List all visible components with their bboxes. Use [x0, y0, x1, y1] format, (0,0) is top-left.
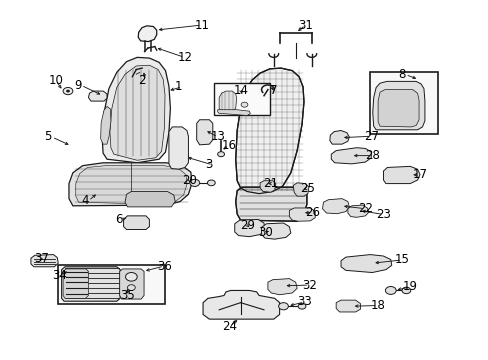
Text: 5: 5 [44, 130, 52, 144]
Circle shape [298, 303, 305, 309]
Polygon shape [234, 220, 264, 237]
Polygon shape [138, 26, 157, 41]
Text: 37: 37 [34, 252, 49, 265]
Text: 13: 13 [210, 130, 225, 144]
Polygon shape [88, 91, 107, 101]
Polygon shape [101, 107, 111, 144]
Text: 24: 24 [222, 320, 237, 333]
Polygon shape [125, 192, 175, 207]
Text: 29: 29 [240, 219, 255, 233]
Polygon shape [217, 110, 250, 116]
Circle shape [189, 179, 199, 186]
Text: 2: 2 [138, 74, 145, 87]
Text: 16: 16 [221, 139, 236, 152]
Polygon shape [260, 181, 275, 192]
Text: 27: 27 [363, 130, 378, 143]
Polygon shape [31, 255, 58, 267]
Polygon shape [329, 131, 348, 144]
Text: 4: 4 [81, 194, 88, 207]
Text: 10: 10 [48, 74, 63, 87]
Polygon shape [63, 269, 88, 298]
Bar [214, 83, 270, 115]
Text: 6: 6 [115, 213, 122, 226]
Text: 30: 30 [258, 226, 272, 239]
Text: 9: 9 [74, 79, 81, 92]
Text: 35: 35 [120, 289, 135, 302]
Polygon shape [120, 269, 144, 299]
Text: 32: 32 [302, 279, 316, 292]
Polygon shape [219, 91, 236, 111]
Polygon shape [203, 291, 279, 319]
Text: 8: 8 [397, 68, 405, 81]
Polygon shape [123, 216, 149, 229]
Text: 22: 22 [357, 202, 372, 215]
Text: 12: 12 [177, 51, 192, 64]
Text: 1: 1 [174, 80, 182, 93]
Text: 7: 7 [269, 84, 277, 97]
Polygon shape [377, 90, 418, 127]
Text: 36: 36 [157, 260, 171, 273]
Circle shape [66, 90, 69, 92]
Polygon shape [335, 300, 360, 312]
Text: 26: 26 [305, 206, 320, 219]
Circle shape [385, 287, 395, 294]
Text: 17: 17 [412, 168, 427, 181]
Polygon shape [168, 127, 188, 169]
Circle shape [278, 303, 288, 310]
Polygon shape [110, 65, 164, 160]
Circle shape [63, 87, 73, 95]
Text: 15: 15 [394, 253, 409, 266]
Text: 14: 14 [233, 84, 248, 97]
Text: 25: 25 [300, 182, 315, 195]
Text: 33: 33 [297, 296, 311, 309]
Polygon shape [76, 166, 186, 204]
Polygon shape [330, 148, 370, 164]
Text: 19: 19 [402, 280, 417, 293]
Circle shape [217, 152, 224, 157]
Polygon shape [235, 68, 304, 194]
Circle shape [401, 287, 410, 294]
Polygon shape [293, 183, 308, 196]
Text: 21: 21 [263, 177, 278, 190]
Polygon shape [61, 267, 120, 301]
Circle shape [207, 180, 215, 186]
Polygon shape [372, 81, 424, 130]
Bar [369, 72, 437, 134]
Polygon shape [261, 223, 290, 239]
Circle shape [127, 285, 135, 291]
Text: 18: 18 [369, 299, 385, 312]
Polygon shape [383, 166, 419, 184]
Circle shape [241, 102, 247, 107]
Text: 28: 28 [365, 149, 380, 162]
Polygon shape [340, 255, 391, 273]
Bar [58, 265, 164, 304]
Polygon shape [289, 208, 315, 221]
Text: 3: 3 [205, 158, 212, 171]
Polygon shape [267, 279, 297, 295]
Polygon shape [196, 120, 212, 145]
Text: 23: 23 [375, 208, 390, 221]
Polygon shape [235, 187, 306, 221]
Polygon shape [322, 199, 348, 214]
Text: 34: 34 [52, 269, 67, 282]
Circle shape [125, 273, 137, 281]
Text: 11: 11 [194, 19, 209, 32]
Polygon shape [69, 163, 191, 206]
Polygon shape [102, 57, 170, 163]
Text: 31: 31 [298, 19, 312, 32]
Polygon shape [347, 205, 368, 217]
Text: 20: 20 [182, 174, 197, 186]
